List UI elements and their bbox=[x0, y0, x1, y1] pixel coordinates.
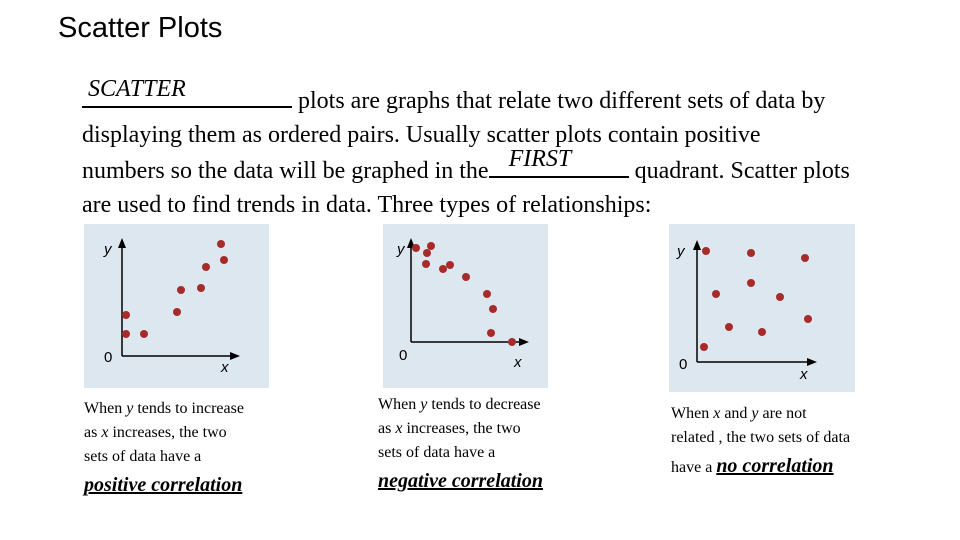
data-point bbox=[801, 254, 809, 262]
caption-line: related , the two sets of data bbox=[671, 429, 851, 446]
caption-line: sets of data have a bbox=[84, 448, 202, 465]
negative-plot-svg: y 0 x bbox=[396, 238, 529, 371]
blank-answer-scatter: SCATTER bbox=[88, 76, 186, 102]
positive-plot-svg: y 0 x bbox=[103, 238, 240, 376]
data-point bbox=[483, 290, 491, 298]
axes bbox=[118, 238, 240, 360]
data-point bbox=[140, 330, 148, 338]
paragraph-text-1: plots are graphs that relate two differe… bbox=[292, 88, 826, 114]
data-point bbox=[217, 240, 225, 248]
data-point bbox=[173, 308, 181, 316]
data-point bbox=[423, 249, 431, 257]
caption-var: y bbox=[420, 396, 428, 413]
x-axis-label: x bbox=[799, 366, 808, 383]
positive-correlation-plot: y 0 x bbox=[84, 224, 269, 388]
paragraph-line-4: are used to find trends in data. Three t… bbox=[82, 192, 652, 218]
data-point bbox=[412, 244, 420, 252]
caption-line: as x increases, the two bbox=[84, 421, 244, 445]
paragraph-text-3b: quadrant. Scatter plots bbox=[628, 158, 850, 184]
data-points bbox=[700, 247, 812, 351]
caption-text: When bbox=[671, 405, 714, 422]
blank-answer-first: FIRST bbox=[508, 146, 572, 172]
blank-first: FIRST bbox=[488, 146, 629, 178]
negative-caption: When y tends to decrease as x increases,… bbox=[378, 393, 543, 493]
paragraph-line-1: SCATTER plots are graphs that relate two… bbox=[82, 76, 958, 118]
axes bbox=[693, 240, 817, 366]
no-correlation-caption: When x and y are not related , the two s… bbox=[671, 402, 850, 480]
caption-line: When y tends to decrease bbox=[378, 393, 543, 417]
data-point bbox=[427, 242, 435, 250]
data-point bbox=[220, 256, 228, 264]
data-points bbox=[122, 240, 228, 338]
origin-label: 0 bbox=[679, 356, 687, 373]
x-axis-label: x bbox=[220, 359, 229, 376]
caption-text: as bbox=[378, 420, 396, 437]
paragraph-line-2: displaying them as ordered pairs. Usuall… bbox=[82, 122, 761, 148]
data-point bbox=[758, 328, 766, 336]
caption-text: increases, the two bbox=[108, 424, 227, 441]
caption-line: as x increases, the two bbox=[378, 417, 543, 441]
negative-correlation-plot: y 0 x bbox=[383, 224, 548, 388]
caption-line: When x and y are not bbox=[671, 402, 850, 426]
y-axis-label: y bbox=[396, 241, 406, 258]
data-point bbox=[747, 249, 755, 257]
caption-text: are not bbox=[758, 405, 807, 422]
caption-line: have a no correlation bbox=[671, 454, 850, 480]
negative-correlation-term: negative correlation bbox=[378, 470, 543, 492]
no-correlation-plot-svg: y 0 x bbox=[676, 240, 817, 383]
no-correlation-plot: y 0 x bbox=[669, 224, 855, 392]
data-point bbox=[439, 265, 447, 273]
data-point bbox=[122, 311, 130, 319]
data-point bbox=[725, 323, 733, 331]
data-point bbox=[462, 273, 470, 281]
caption-var: x bbox=[713, 405, 721, 422]
caption-text: tends to decrease bbox=[427, 396, 541, 413]
data-point bbox=[177, 286, 185, 294]
caption-line: When y tends to increase bbox=[84, 397, 244, 421]
caption-text: have a bbox=[671, 459, 717, 476]
origin-label: 0 bbox=[104, 349, 112, 366]
caption-line: sets of data have a bbox=[378, 444, 496, 461]
data-point bbox=[197, 284, 205, 292]
definition-paragraph: SCATTER plots are graphs that relate two… bbox=[82, 76, 958, 222]
data-point bbox=[508, 338, 516, 346]
data-points bbox=[412, 242, 516, 346]
data-point bbox=[489, 305, 497, 313]
blank-scatter: SCATTER bbox=[82, 76, 292, 108]
data-point bbox=[700, 343, 708, 351]
y-axis-label: y bbox=[676, 243, 686, 260]
data-point bbox=[122, 330, 130, 338]
caption-text: When bbox=[378, 396, 421, 413]
caption-text: When bbox=[84, 400, 127, 417]
paragraph-text-3a: numbers so the data will be graphed in t… bbox=[82, 158, 489, 184]
caption-var: y bbox=[126, 400, 134, 417]
origin-label: 0 bbox=[399, 347, 407, 364]
caption-text: increases, the two bbox=[402, 420, 521, 437]
paragraph-line-3: numbers so the data will be graphed in t… bbox=[82, 146, 958, 188]
caption-text: tends to increase bbox=[133, 400, 244, 417]
page-title: Scatter Plots bbox=[58, 12, 223, 44]
data-point bbox=[487, 329, 495, 337]
data-point bbox=[747, 279, 755, 287]
caption-var: x bbox=[395, 420, 403, 437]
caption-text: and bbox=[720, 405, 752, 422]
no-correlation-term: no correlation bbox=[716, 455, 834, 477]
data-point bbox=[422, 260, 430, 268]
caption-var: x bbox=[101, 424, 109, 441]
y-axis-label: y bbox=[103, 241, 113, 258]
x-axis-label: x bbox=[513, 354, 522, 371]
positive-caption: When y tends to increase as x increases,… bbox=[84, 397, 244, 497]
data-point bbox=[702, 247, 710, 255]
data-point bbox=[712, 290, 720, 298]
caption-text: as bbox=[84, 424, 102, 441]
data-point bbox=[804, 315, 812, 323]
data-point bbox=[776, 293, 784, 301]
caption-var: y bbox=[751, 405, 759, 422]
positive-correlation-term: positive correlation bbox=[84, 474, 243, 496]
data-point bbox=[202, 263, 210, 271]
data-point bbox=[446, 261, 454, 269]
